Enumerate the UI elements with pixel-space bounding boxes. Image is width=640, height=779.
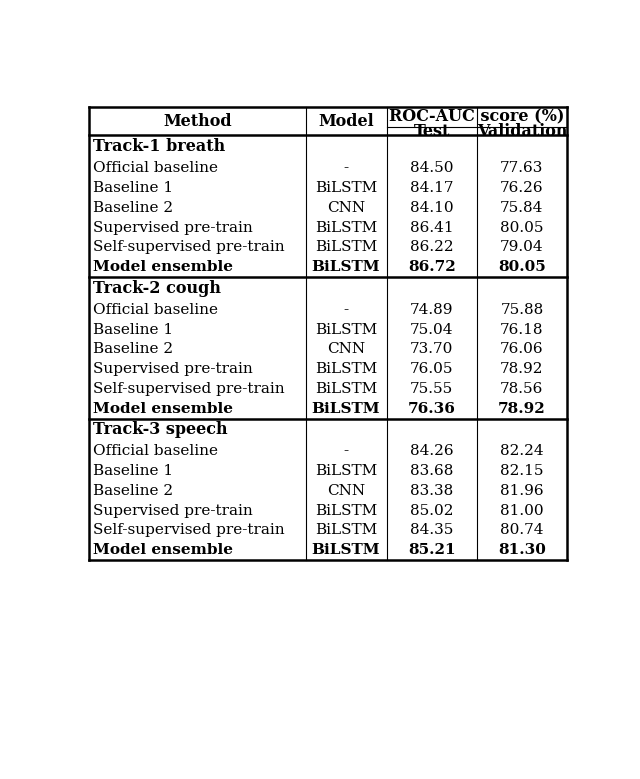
Text: Baseline 1: Baseline 1 <box>93 464 173 478</box>
Text: 84.35: 84.35 <box>410 523 453 538</box>
Text: 74.89: 74.89 <box>410 303 453 317</box>
Text: ROC-AUC score (%): ROC-AUC score (%) <box>389 108 564 125</box>
Text: BiLSTM: BiLSTM <box>312 260 380 274</box>
Text: 80.74: 80.74 <box>500 523 544 538</box>
Text: BiLSTM: BiLSTM <box>315 181 377 195</box>
Text: -: - <box>344 444 349 458</box>
Text: Model: Model <box>318 113 374 129</box>
Text: Baseline 1: Baseline 1 <box>93 323 173 337</box>
Text: CNN: CNN <box>327 201 365 215</box>
Text: 86.41: 86.41 <box>410 220 454 234</box>
Text: 79.04: 79.04 <box>500 241 544 254</box>
Text: BiLSTM: BiLSTM <box>315 220 377 234</box>
Text: -: - <box>344 161 349 175</box>
Text: Track-2 cough: Track-2 cough <box>93 280 221 297</box>
Text: 78.92: 78.92 <box>498 402 546 416</box>
Text: CNN: CNN <box>327 484 365 498</box>
Text: Baseline 1: Baseline 1 <box>93 181 173 195</box>
Text: BiLSTM: BiLSTM <box>315 382 377 396</box>
Text: BiLSTM: BiLSTM <box>315 504 377 518</box>
Text: 78.92: 78.92 <box>500 362 544 376</box>
Text: 82.15: 82.15 <box>500 464 544 478</box>
Text: 84.50: 84.50 <box>410 161 453 175</box>
Text: -: - <box>344 303 349 317</box>
Text: Supervised pre-train: Supervised pre-train <box>93 362 253 376</box>
Text: 76.18: 76.18 <box>500 323 544 337</box>
Text: 82.24: 82.24 <box>500 444 544 458</box>
Text: 80.05: 80.05 <box>500 220 544 234</box>
Text: 75.88: 75.88 <box>500 303 543 317</box>
Text: 81.30: 81.30 <box>498 543 546 557</box>
Text: Validation: Validation <box>477 122 567 139</box>
Text: Model ensemble: Model ensemble <box>93 260 233 274</box>
Text: Supervised pre-train: Supervised pre-train <box>93 504 253 518</box>
Text: Official baseline: Official baseline <box>93 303 218 317</box>
Text: 85.02: 85.02 <box>410 504 453 518</box>
Text: 76.06: 76.06 <box>500 342 544 356</box>
Text: Method: Method <box>163 113 232 129</box>
Text: Official baseline: Official baseline <box>93 161 218 175</box>
Text: Self-supervised pre-train: Self-supervised pre-train <box>93 523 285 538</box>
Text: 75.55: 75.55 <box>410 382 453 396</box>
Text: BiLSTM: BiLSTM <box>315 523 377 538</box>
Text: 75.04: 75.04 <box>410 323 453 337</box>
Text: 81.00: 81.00 <box>500 504 544 518</box>
Text: Model ensemble: Model ensemble <box>93 402 233 416</box>
Text: 76.05: 76.05 <box>410 362 453 376</box>
Text: 75.84: 75.84 <box>500 201 543 215</box>
Text: 83.68: 83.68 <box>410 464 453 478</box>
Text: Model ensemble: Model ensemble <box>93 543 233 557</box>
Text: BiLSTM: BiLSTM <box>312 543 380 557</box>
Text: 76.26: 76.26 <box>500 181 544 195</box>
Text: BiLSTM: BiLSTM <box>315 241 377 254</box>
Text: 84.17: 84.17 <box>410 181 453 195</box>
Text: BiLSTM: BiLSTM <box>315 362 377 376</box>
Text: Track-1 breath: Track-1 breath <box>93 139 225 155</box>
Text: 85.21: 85.21 <box>408 543 456 557</box>
Text: 76.36: 76.36 <box>408 402 456 416</box>
Text: Test: Test <box>413 122 450 139</box>
Text: CNN: CNN <box>327 342 365 356</box>
Text: Track-3 speech: Track-3 speech <box>93 421 228 439</box>
Text: BiLSTM: BiLSTM <box>315 464 377 478</box>
Text: BiLSTM: BiLSTM <box>315 323 377 337</box>
Text: Self-supervised pre-train: Self-supervised pre-train <box>93 241 285 254</box>
Text: Supervised pre-train: Supervised pre-train <box>93 220 253 234</box>
Text: 73.70: 73.70 <box>410 342 453 356</box>
Text: 77.63: 77.63 <box>500 161 543 175</box>
Text: 86.72: 86.72 <box>408 260 456 274</box>
Text: 80.05: 80.05 <box>498 260 546 274</box>
Text: 84.26: 84.26 <box>410 444 454 458</box>
Text: Self-supervised pre-train: Self-supervised pre-train <box>93 382 285 396</box>
Text: BiLSTM: BiLSTM <box>312 402 380 416</box>
Text: Baseline 2: Baseline 2 <box>93 342 173 356</box>
Text: 78.56: 78.56 <box>500 382 543 396</box>
Text: 83.38: 83.38 <box>410 484 453 498</box>
Text: 81.96: 81.96 <box>500 484 544 498</box>
Text: 86.22: 86.22 <box>410 241 454 254</box>
Text: 84.10: 84.10 <box>410 201 454 215</box>
Text: Official baseline: Official baseline <box>93 444 218 458</box>
Text: Baseline 2: Baseline 2 <box>93 201 173 215</box>
Text: Baseline 2: Baseline 2 <box>93 484 173 498</box>
